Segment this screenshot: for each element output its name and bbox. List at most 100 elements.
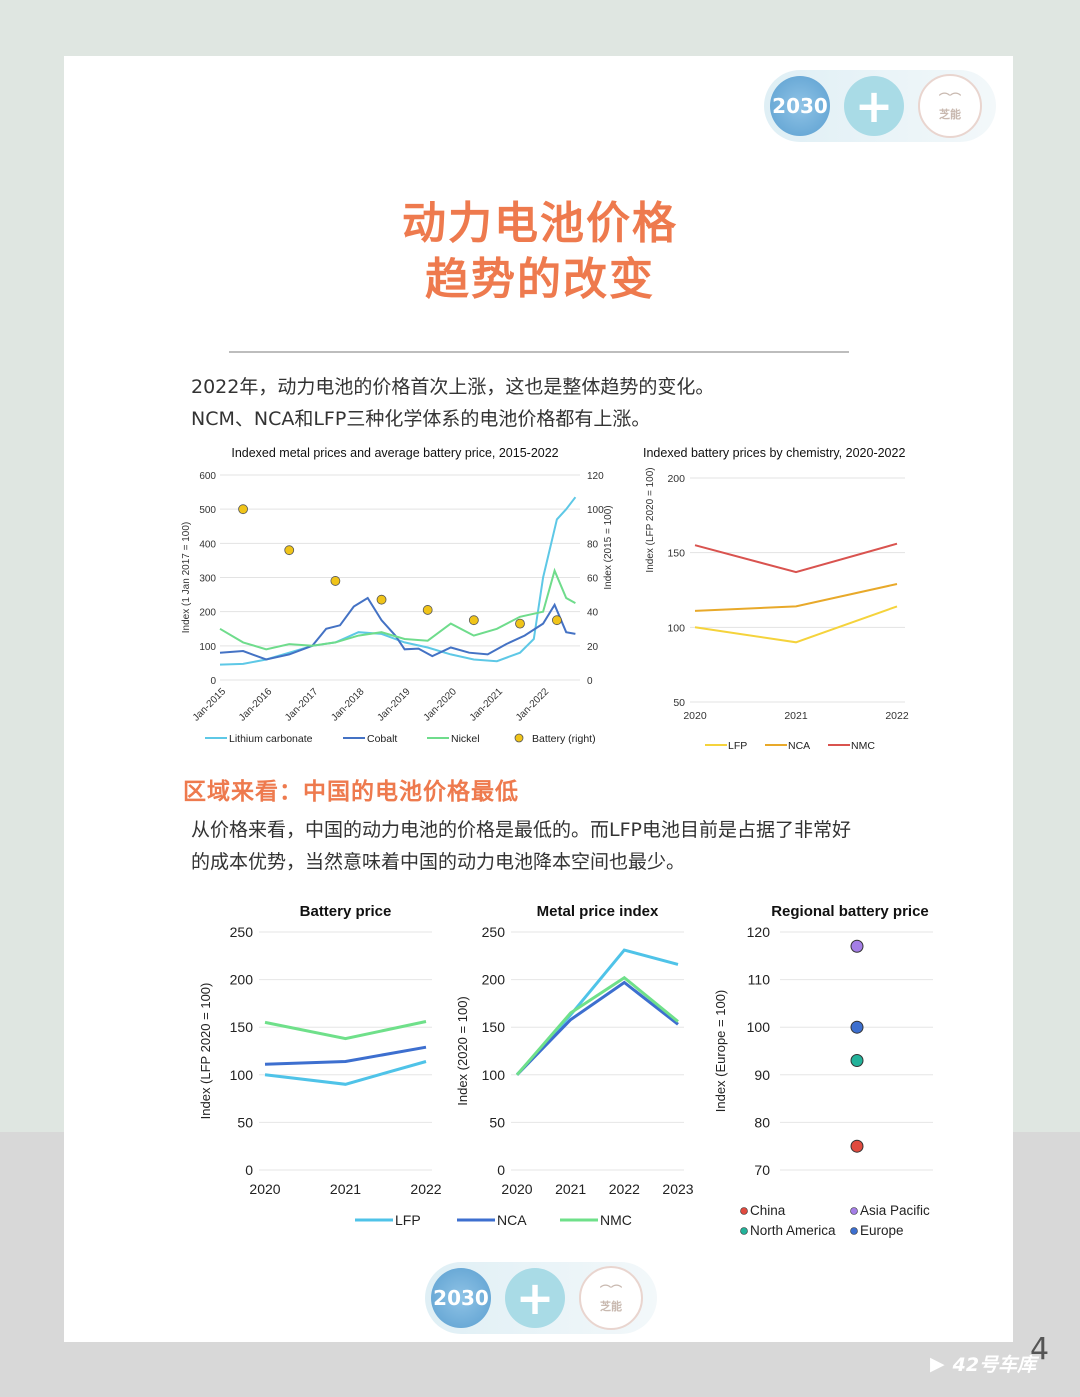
y-tick-label: 200: [199, 608, 216, 619]
y-tick-label: 110: [748, 972, 771, 988]
y-tick-label: 0: [210, 676, 216, 687]
legend-swatch: [850, 1207, 858, 1215]
watermark-text: 42号车库: [952, 1354, 1037, 1376]
y-right-tick-label: 20: [587, 642, 599, 653]
x-tick-label: 2021: [555, 1181, 586, 1197]
page-sheet: [64, 56, 1013, 1342]
legend-swatch: [850, 1227, 858, 1235]
y-tick-label: 500: [199, 505, 216, 516]
bottom-badge-group: 2030 + ⌒⌒ 芝能: [425, 1262, 657, 1334]
divider: [229, 351, 849, 353]
battery-point: [515, 618, 525, 629]
region-point-north-america: [850, 1054, 864, 1068]
y-tick-label: 250: [230, 924, 254, 940]
y-right-tick-label: 120: [587, 471, 604, 482]
body-line-1: 从价格来看，中国的动力电池的价格是最低的。而LFP电池目前是占据了非常好: [191, 819, 851, 841]
intro-line-1: 2022年，动力电池的价格首次上涨，这也是整体趋势的变化。: [191, 376, 715, 398]
series-line-nca: [515, 980, 679, 1076]
battery-point: [238, 504, 248, 515]
y-tick-label: 150: [482, 1019, 506, 1035]
y-tick-label: 300: [199, 574, 216, 585]
legend-label: Asia Pacific: [860, 1203, 930, 1218]
chart-title: Indexed battery prices by chemistry, 202…: [643, 446, 905, 460]
body-paragraph: 从价格来看，中国的动力电池的价格是最低的。而LFP电池目前是占据了非常好 的成本…: [191, 814, 851, 878]
legend-swatch: [740, 1227, 748, 1235]
y-right-tick-label: 40: [587, 608, 599, 619]
series-line-nca: [694, 583, 898, 612]
x-tick-label: 2020: [501, 1181, 532, 1197]
series-line-nmc: [515, 975, 679, 1076]
x-tick-label: 2022: [609, 1181, 640, 1197]
brand-logo: ⌒⌒ 芝能: [918, 74, 982, 138]
y-tick-label: 200: [230, 972, 254, 988]
y-tick-label: 70: [754, 1162, 770, 1178]
legend-label: NCA: [788, 740, 810, 752]
series-line-lithium-carbonate: [219, 496, 577, 666]
y-right-tick-label: 60: [587, 574, 599, 585]
battery-point: [468, 615, 479, 626]
series-line-lfp: [515, 948, 679, 1076]
y-tick-label: 50: [489, 1114, 505, 1130]
title-line-2: 趋势的改变: [425, 254, 655, 305]
legend-label: NMC: [851, 740, 875, 752]
chart-title: Indexed metal prices and average battery…: [231, 446, 558, 460]
legend-label: Nickel: [451, 733, 480, 745]
y-tick-label: 80: [754, 1114, 770, 1130]
legend-label: LFP: [395, 1212, 421, 1228]
y-tick-label: 0: [497, 1162, 505, 1178]
series-line-nickel: [219, 567, 576, 651]
region-point-asia-pacific: [850, 939, 864, 953]
x-tick-label: Jan-2016: [237, 686, 275, 724]
legend-label: LFP: [728, 740, 747, 752]
y-tick-label: 50: [237, 1114, 253, 1130]
top-badge-group: 2030 + ⌒⌒ 芝能: [764, 70, 996, 142]
y-tick-label: 150: [667, 548, 685, 560]
y-right-tick-label: 100: [587, 505, 604, 516]
y-tick-label: 250: [482, 924, 506, 940]
battery-price-chart: Battery price 0 50 100 150 200 250 Index (LFP 2…: [198, 903, 442, 1228]
region-point-europe: [850, 1020, 864, 1034]
x-tick-label: 2021: [784, 710, 808, 722]
battery-point: [284, 545, 295, 556]
y-tick-label: 100: [230, 1067, 254, 1083]
y-tick-label: 200: [667, 473, 685, 485]
x-tick-label: 2020: [249, 1181, 280, 1197]
x-tick-label: Jan-2015: [191, 686, 229, 724]
series-line-nca: [264, 1045, 427, 1066]
section-heading: 区域来看：中国的电池价格最低: [183, 779, 519, 805]
x-tick-label: Jan-2017: [283, 686, 321, 724]
y-tick-label: 0: [245, 1162, 253, 1178]
legend-label: North America: [750, 1223, 836, 1238]
chart-title: Metal price index: [537, 903, 659, 920]
legend-label: China: [750, 1203, 786, 1218]
y-tick-label: 200: [482, 972, 506, 988]
x-tick-label: Jan-2022: [514, 686, 552, 724]
legend-swatch: [514, 733, 524, 743]
y-tick-label: 400: [199, 539, 216, 550]
page-number: 4: [1030, 1332, 1050, 1367]
x-tick-label: 2020: [683, 710, 707, 722]
battery-point: [422, 605, 433, 615]
x-tick-label: Jan-2019: [375, 686, 413, 724]
metal-price-index-chart: Metal price index 0 50 100 150 200 250 Index (2…: [455, 903, 694, 1228]
y-tick-label: 90: [754, 1067, 770, 1083]
y-right-tick-label: 80: [587, 539, 599, 550]
battery-chemistry-chart: Indexed battery prices by chemistry, 202…: [643, 446, 909, 752]
metal-prices-chart: Indexed metal prices and average battery…: [181, 446, 614, 745]
series-line-cobalt: [219, 596, 576, 661]
y-tick-label: 100: [199, 642, 216, 653]
x-tick-label: 2022: [885, 710, 909, 722]
page-title: 动力电池价格 趋势的改变: [0, 196, 1080, 308]
intro-line-2: NCM、NCA和LFP三种化学体系的电池价格都有上涨。: [191, 408, 651, 430]
series-line-nmc: [694, 542, 898, 574]
brand-logo: ⌒⌒ 芝能: [579, 1266, 643, 1330]
y-tick-label: 50: [673, 697, 685, 709]
y-axis-label: Index (2020 = 100): [455, 996, 470, 1106]
chart-title: Battery price: [300, 903, 392, 920]
legend-swatch: [740, 1207, 748, 1215]
battery-point: [330, 576, 341, 586]
series-line-lfp: [264, 1060, 427, 1086]
series-line-nmc: [264, 1020, 427, 1041]
legend-label: NCA: [497, 1212, 527, 1228]
regional-battery-price-chart: Regional battery price 70 80 90 100 110 120 Ind…: [713, 903, 933, 1238]
